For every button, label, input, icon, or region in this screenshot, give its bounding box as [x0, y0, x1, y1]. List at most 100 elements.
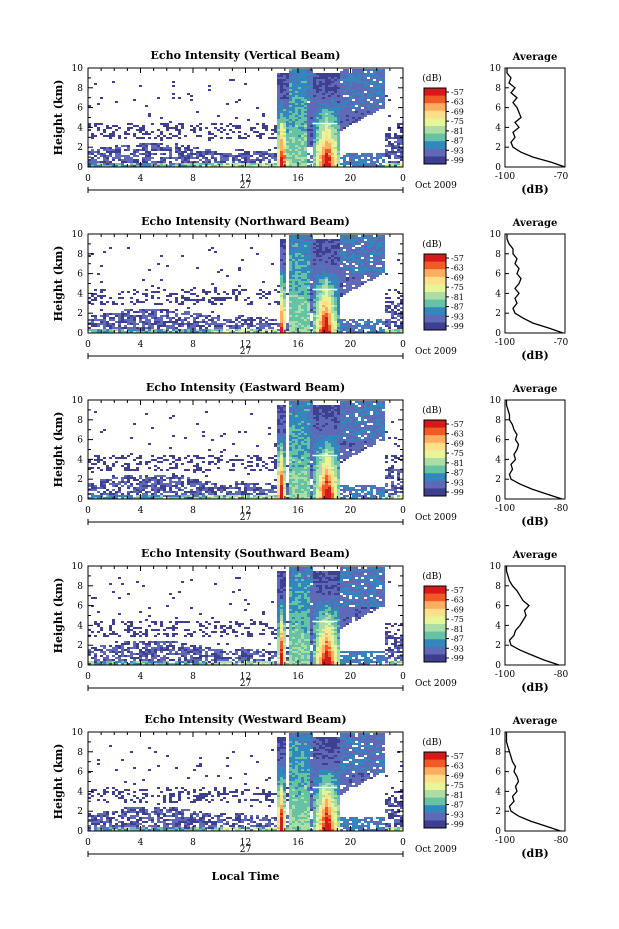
- echo-cell: [376, 239, 379, 241]
- echo-cell: [310, 257, 313, 259]
- echo-cell: [340, 331, 343, 333]
- echo-cell: [172, 457, 175, 459]
- echo-cell: [325, 139, 328, 141]
- echo-cell: [382, 251, 385, 253]
- echo-cell: [190, 493, 193, 495]
- echo-cell: [199, 135, 202, 137]
- echo-cell: [292, 283, 295, 285]
- echo-cell: [154, 485, 157, 487]
- echo-cell: [148, 115, 151, 117]
- echo-cell: [334, 113, 337, 115]
- echo-cell: [295, 235, 298, 237]
- echo-cell: [349, 289, 352, 291]
- echo-cell: [256, 135, 259, 137]
- echo-cell: [370, 83, 373, 85]
- echo-cell: [196, 455, 199, 457]
- echo-cell: [298, 85, 301, 87]
- echo-cell: [151, 285, 154, 287]
- echo-cell: [205, 149, 208, 151]
- echo-cell: [328, 265, 331, 267]
- echo-cell: [304, 97, 307, 99]
- echo-cell: [145, 165, 148, 167]
- echo-cell: [319, 91, 322, 93]
- echo-cell: [295, 163, 298, 165]
- echo-cell: [319, 131, 322, 133]
- echo-cell: [334, 121, 337, 123]
- echo-cell: [160, 469, 163, 471]
- echo-cell: [364, 255, 367, 257]
- echo-cell: [247, 317, 250, 319]
- echo-cell: [100, 155, 103, 157]
- echo-cell: [376, 101, 379, 103]
- echo-cell: [223, 129, 226, 131]
- echo-cell: [145, 491, 148, 493]
- echo-cell: [358, 89, 361, 91]
- echo-cell: [235, 323, 238, 325]
- echo-cell: [331, 271, 334, 273]
- echo-cell: [160, 133, 163, 135]
- echo-cell: [133, 469, 136, 471]
- echo-cell: [343, 239, 346, 241]
- echo-cell: [292, 237, 295, 239]
- echo-cell: [298, 243, 301, 245]
- echo-cell: [319, 81, 322, 83]
- echo-cell: [313, 297, 316, 299]
- echo-cell: [112, 483, 115, 485]
- echo-cell: [394, 311, 397, 313]
- echo-cell: [232, 325, 235, 327]
- echo-cell: [313, 259, 316, 261]
- echo-cell: [214, 299, 217, 301]
- echo-cell: [358, 155, 361, 157]
- echo-cell: [304, 313, 307, 315]
- echo-cell: [379, 163, 382, 165]
- echo-cell: [151, 143, 154, 145]
- echo-cell: [400, 313, 403, 315]
- echo-cell: [178, 317, 181, 319]
- echo-cell: [373, 69, 376, 71]
- echo-cell: [292, 149, 295, 151]
- echo-cell: [148, 467, 151, 469]
- echo-cell: [205, 153, 208, 155]
- echo-cell: [295, 83, 298, 85]
- echo-cell: [112, 159, 115, 161]
- echo-cell: [382, 75, 385, 77]
- echo-cell: [133, 325, 136, 327]
- echo-cell: [136, 165, 139, 167]
- echo-cell: [88, 301, 91, 303]
- echo-cell: [94, 299, 97, 301]
- echo-cell: [289, 311, 292, 313]
- echo-cell: [307, 97, 310, 99]
- echo-cell: [145, 319, 148, 321]
- echo-cell: [193, 327, 196, 329]
- echo-cell: [343, 125, 346, 127]
- echo-cell: [334, 141, 337, 143]
- echo-cell: [289, 301, 292, 303]
- echo-cell: [289, 265, 292, 267]
- echo-cell: [292, 157, 295, 159]
- echo-cell: [241, 289, 244, 291]
- echo-cell: [181, 163, 184, 165]
- echo-cell: [295, 325, 298, 327]
- echo-cell: [382, 161, 385, 163]
- echo-cell: [310, 109, 313, 111]
- echo-cell: [298, 139, 301, 141]
- echo-cell: [280, 273, 283, 275]
- echo-cell: [229, 129, 232, 131]
- echo-cell: [367, 327, 370, 329]
- echo-cell: [352, 75, 355, 77]
- echo-cell: [382, 71, 385, 73]
- echo-cell: [295, 307, 298, 309]
- echo-cell: [367, 251, 370, 253]
- echo-cell: [244, 83, 247, 85]
- echo-cell: [319, 119, 322, 121]
- echo-cell: [337, 97, 340, 99]
- echo-cell: [211, 493, 214, 495]
- echo-cell: [100, 483, 103, 485]
- echo-cell: [295, 263, 298, 265]
- echo-cell: [94, 293, 97, 295]
- echo-cell: [322, 131, 325, 133]
- echo-cell: [160, 461, 163, 463]
- echo-cell: [295, 91, 298, 93]
- echo-cell: [322, 99, 325, 101]
- echo-cell: [307, 285, 310, 287]
